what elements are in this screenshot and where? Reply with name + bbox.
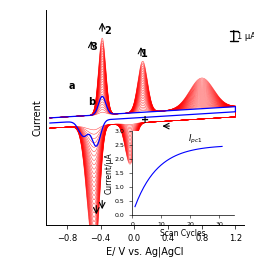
Text: $I_{pc1}$: $I_{pc1}$ xyxy=(188,133,202,146)
Text: 1: 1 xyxy=(141,48,148,58)
X-axis label: E/ V vs. Ag|AgCl: E/ V vs. Ag|AgCl xyxy=(106,246,184,256)
Text: b: b xyxy=(88,97,95,107)
Y-axis label: Current: Current xyxy=(33,100,43,136)
Text: 2: 2 xyxy=(104,26,111,36)
Text: 1 μA: 1 μA xyxy=(237,31,254,41)
Text: +: + xyxy=(141,115,149,125)
Text: 3: 3 xyxy=(90,42,97,52)
X-axis label: Scan Cycles: Scan Cycles xyxy=(160,229,206,238)
Text: a: a xyxy=(69,81,75,91)
Y-axis label: Current/μA: Current/μA xyxy=(104,152,113,194)
